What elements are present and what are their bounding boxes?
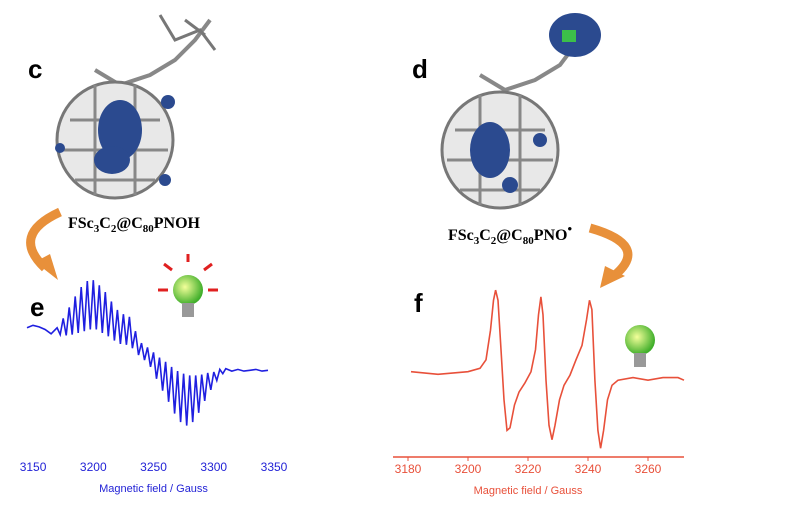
formula-part: 80	[523, 235, 535, 247]
x-axis-label: Magnetic field / Gauss	[474, 485, 583, 497]
x-tick-label: 3220	[515, 462, 542, 476]
formula-part: 2	[111, 223, 117, 235]
formula-part: •	[568, 221, 573, 236]
molecule-d	[440, 13, 601, 210]
x-tick-label: 3260	[635, 462, 662, 476]
molecule-c	[55, 14, 217, 200]
arrow-head	[600, 266, 625, 288]
light-bulb	[625, 325, 655, 367]
formula-part: FSc	[448, 227, 474, 244]
formula-part: @C	[116, 215, 142, 232]
formula-part: 2	[491, 235, 497, 247]
light-bulb	[158, 254, 218, 317]
formula-part: FSc	[68, 215, 94, 232]
x-tick-label: 3240	[575, 462, 602, 476]
formula: FSc3C2@C80PNOH	[68, 215, 201, 235]
panel-label: c	[28, 54, 42, 84]
x-tick-label: 3180	[395, 462, 422, 476]
formula-part: PNOH	[154, 215, 201, 232]
spectrum-line	[26, 280, 269, 426]
x-tick-label: 3300	[200, 460, 227, 474]
formula-part: PNO	[534, 227, 568, 244]
formula-part: C	[99, 215, 111, 232]
x-tick-label: 3200	[455, 462, 482, 476]
x-tick-label: 3250	[140, 460, 167, 474]
formula: FSc3C2@C80PNO•	[448, 221, 573, 247]
spectrum-line	[410, 289, 685, 449]
x-tick-label: 3200	[80, 460, 107, 474]
x-tick-label: 3350	[261, 460, 288, 474]
panel-label: f	[414, 288, 423, 318]
x-tick-label: 3150	[20, 460, 47, 474]
panel-label: e	[30, 292, 44, 322]
formula-part: 80	[143, 223, 155, 235]
x-axis-label: Magnetic field / Gauss	[99, 483, 208, 495]
panel-label: d	[412, 54, 428, 84]
formula-part: C	[479, 227, 491, 244]
formula-part: @C	[496, 227, 522, 244]
formula-part: 3	[94, 223, 100, 235]
arrow	[588, 223, 633, 279]
formula-part: 3	[474, 235, 480, 247]
arrow-head	[35, 254, 58, 280]
